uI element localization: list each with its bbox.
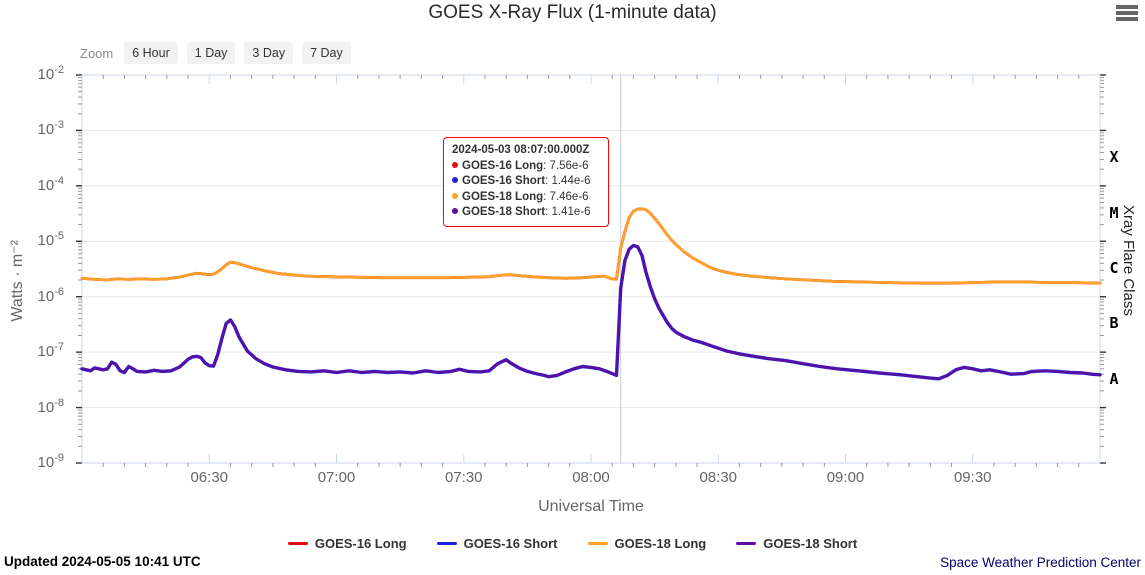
hamburger-bar	[1116, 5, 1138, 9]
legend-marker-icon	[436, 542, 457, 545]
hamburger-bar	[1116, 17, 1138, 21]
legend-label: GOES-18 Long	[614, 536, 707, 551]
zoom-controls: Zoom 6 Hour 1 Day 3 Day 7 Day	[80, 42, 351, 64]
plot-border	[81, 74, 1101, 464]
series-goes-16-short	[80, 243, 1102, 381]
legend-marker-icon	[736, 542, 757, 545]
series-color-dot-icon	[452, 161, 458, 168]
tooltip-row: GOES-16 Long: 7.56e-6	[452, 159, 600, 175]
y-axis-title: Watts · m⁻²	[9, 240, 26, 322]
zoom-button-7day[interactable]: 7 Day	[302, 42, 351, 64]
chart-legend: GOES-16 Long GOES-16 Short GOES-18 Long GOE…	[0, 536, 1145, 551]
legend-label: GOES-16 Short	[463, 536, 558, 551]
zoom-label: Zoom	[80, 45, 114, 61]
legend-item-goes-18-long[interactable]: GOES-18 Long	[587, 536, 707, 551]
legend-item-goes-16-short[interactable]: GOES-16 Short	[436, 536, 558, 551]
zoom-button-6hour[interactable]: 6 Hour	[124, 42, 178, 64]
legend-label: GOES-18 Short	[763, 536, 858, 551]
series-goes-18-long	[80, 207, 1102, 285]
source-attribution: Space Weather Prediction Center	[940, 555, 1141, 570]
legend-marker-icon	[587, 542, 608, 545]
series-color-dot-icon	[452, 177, 458, 183]
tooltip-row: GOES-18 Long: 7.46e-6	[452, 190, 600, 206]
tooltip-timestamp: 2024-05-03 08:07:00.000Z	[452, 144, 590, 156]
zoom-button-3day[interactable]: 3 Day	[244, 42, 294, 64]
series-goes-18-short	[80, 244, 1102, 380]
series-color-dot-icon	[452, 208, 458, 214]
legend-item-goes-16-long[interactable]: GOES-16 Long	[287, 536, 407, 551]
updated-timestamp: Updated 2024-05-05 10:41 UTC	[4, 554, 201, 569]
page-title: GOES X-Ray Flux (1-minute data)	[428, 2, 717, 23]
legend-label: GOES-16 Long	[314, 536, 407, 551]
tooltip-row: GOES-18 Short: 1.41e-6	[452, 205, 600, 221]
zoom-button-1day[interactable]: 1 Day	[186, 42, 236, 64]
tooltip-row: GOES-16 Short: 1.44e-6	[452, 174, 600, 190]
x-axis-title: Universal Time	[538, 498, 644, 515]
right-axis-title: Xray Flare Class	[1120, 205, 1137, 316]
chart-tooltip: 2024-05-03 08:07:00.000Z GOES-16 Long: 7…	[443, 137, 609, 227]
hamburger-bar	[1116, 11, 1138, 15]
legend-item-goes-18-short[interactable]: GOES-18 Short	[736, 536, 857, 551]
hamburger-menu-icon[interactable]	[1116, 5, 1140, 25]
legend-marker-icon	[287, 542, 308, 545]
series-color-dot-icon	[452, 192, 458, 199]
